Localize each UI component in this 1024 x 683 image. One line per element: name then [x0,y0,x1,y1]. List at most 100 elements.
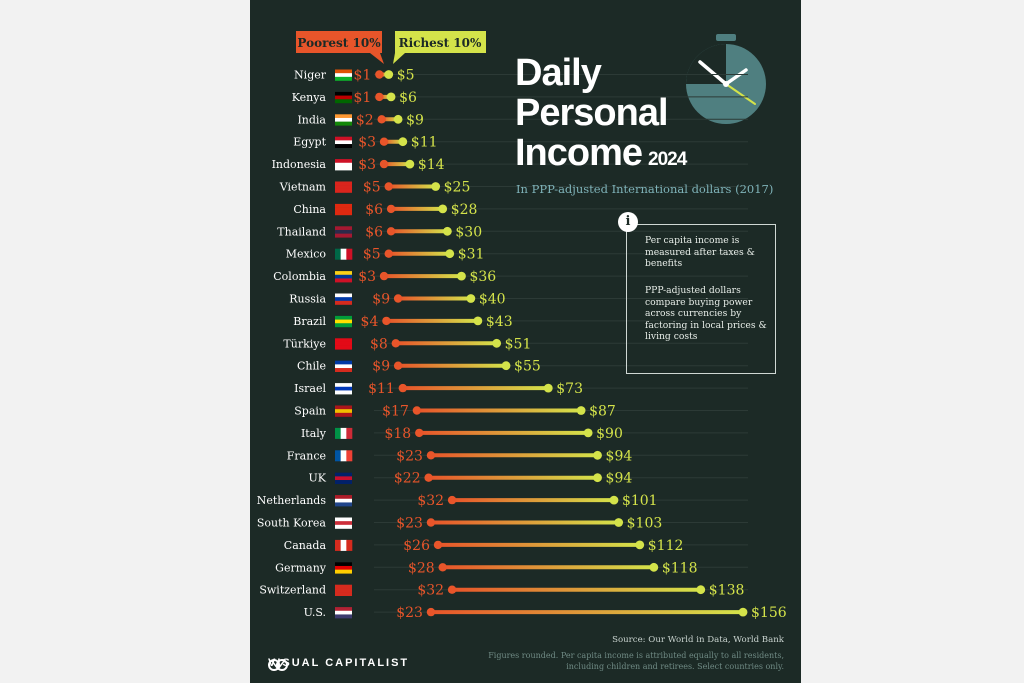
info-box: i Per capita income is measured after ta… [618,212,776,374]
data-row: Germany $28 $118 [275,560,748,576]
title-line-3: Income 2024 [515,132,687,175]
poorest-point [375,70,384,79]
country-label: France [287,449,326,462]
spain-flag-icon [335,405,352,417]
richest-point [738,607,748,617]
mexico-flag-icon [335,248,353,260]
poorest-point [393,294,403,303]
richest-value-label: $9 [406,112,424,128]
richest-value-label: $40 [479,292,506,308]
poorest-value-label: $23 [396,448,423,464]
richest-point [431,182,441,191]
poorest-point [386,204,396,214]
poorest-value-label: $5 [363,247,381,263]
data-row: Egypt $3 $11 [293,135,748,151]
us-flag-icon [335,607,352,619]
data-row: France $23 $94 [287,448,748,464]
richest-value-label: $30 [455,224,482,240]
poorest-point [438,563,447,572]
data-row: Türkiye $8 $51 [283,336,748,352]
poorest-value-label: $23 [396,605,423,621]
country-label: Egypt [293,136,326,149]
richest-point [393,114,403,124]
source-note: Source: Our World in Data, World Bank [612,635,784,645]
poorest-value-label: $3 [358,157,376,173]
richest-value-label: $5 [397,68,415,84]
data-row: Kenya $1 $6 [292,90,748,106]
clock-icon [686,34,766,124]
chile-flag-icon [335,360,352,372]
title-income: Income [515,132,643,174]
germany-flag-icon [335,562,352,574]
poorest-value-label: $3 [358,269,376,285]
richest-value-label: $112 [648,538,684,554]
dumbbell-chart: Poorest 10% Richest 10% Niger $1 $5 Kenya $1 $6… [257,31,787,621]
richest-point [593,450,602,460]
data-row: Brazil $4 $43 [293,314,748,330]
richest-value-label: $156 [751,605,787,621]
legend-richest-label: Richest 10% [399,36,482,50]
range-bar [442,565,654,570]
richest-point [405,159,415,169]
range-bar [419,430,589,435]
data-row: Italy $18 $90 [301,426,748,442]
richest-point [457,271,466,281]
country-label: Israel [294,382,326,395]
poorest-value-label: $8 [370,336,388,352]
poorest-point [426,518,436,527]
country-label: Thailand [277,225,326,238]
richest-point [696,585,706,595]
egypt-flag-icon [335,136,352,148]
turkiye-flag-icon [335,338,352,350]
range-bar [391,229,448,234]
poorest-point [379,137,389,146]
richest-value-label: $103 [627,516,663,532]
poorest-value-label: $18 [384,426,411,442]
poorest-value-label: $1 [354,90,372,106]
poorest-value-label: $28 [408,560,435,576]
range-bar [395,341,497,346]
country-label: South Korea [257,517,327,530]
israel-flag-icon [335,383,352,395]
country-label: Switzerland [259,584,326,597]
poorest-point [398,383,408,393]
data-row: Switzerland $32 $138 [259,583,748,599]
data-row: Colombia $3 $36 [273,269,748,285]
data-row: Canada $26 $112 [284,538,748,554]
poorest-point [426,607,436,617]
poorest-value-label: $1 [354,68,372,84]
range-bar [430,520,619,525]
richest-value-label: $55 [514,359,541,375]
richest-point [543,383,553,393]
title-line-1: Daily [515,52,602,94]
richest-value-label: $90 [596,426,623,442]
poorest-value-label: $26 [403,538,430,554]
brand-name: VISUAL CAPITALIST [268,657,410,669]
poorest-point [386,227,396,236]
richest-point [492,338,502,348]
poorest-point [393,361,403,370]
data-row: Netherlands $32 $101 [257,493,748,509]
poorest-value-label: $5 [363,180,381,196]
infographic-poster: Poorest 10% Richest 10% Niger $1 $5 Kenya $1 $6… [250,0,801,683]
richest-point [445,249,455,259]
poorest-point [426,451,436,460]
country-label: Brazil [293,315,326,328]
richest-point [649,562,659,572]
poorest-point [379,271,389,281]
richest-value-label: $118 [662,560,698,576]
range-bar [430,610,743,615]
poorest-value-label: $23 [396,516,423,532]
country-label: U.S. [304,606,326,619]
indonesia-flag-icon [335,159,352,171]
richest-value-label: $94 [606,448,633,464]
range-bar [430,453,598,458]
range-bar [438,542,640,547]
poorest-value-label: $22 [394,471,421,487]
country-label: Niger [294,69,327,82]
range-bar [428,475,598,480]
range-bar [452,587,701,592]
range-bar [452,498,614,503]
legend-poorest-label: Poorest 10% [297,36,381,50]
country-label: Canada [284,539,327,552]
